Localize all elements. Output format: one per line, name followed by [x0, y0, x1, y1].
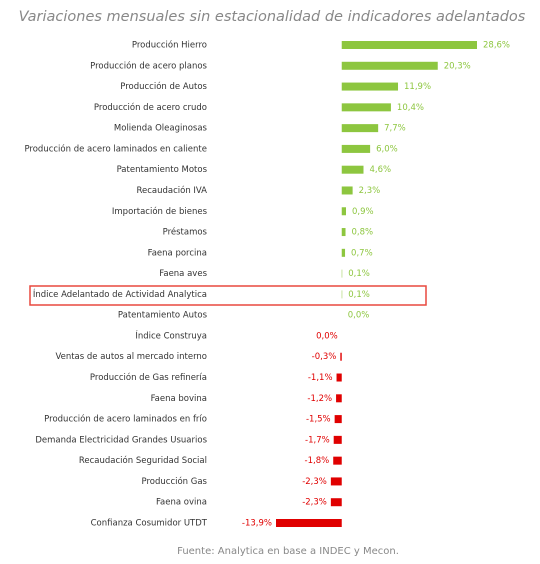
category-label: Producción de acero crudo	[94, 102, 207, 113]
category-label: Préstamos	[163, 227, 208, 238]
category-label: Patentamiento Autos	[118, 311, 208, 321]
category-label: Recaudación IVA	[136, 185, 207, 196]
bar	[336, 373, 342, 382]
bar	[336, 394, 342, 403]
category-label: Índice Construya	[135, 329, 207, 341]
value-label: 0,7%	[351, 248, 373, 258]
value-label: -13,9%	[242, 519, 272, 529]
value-label: -2,3%	[302, 498, 327, 508]
bar	[330, 477, 342, 486]
value-label: 6,0%	[376, 144, 398, 154]
bar	[341, 144, 371, 153]
value-label: 28,6%	[483, 41, 510, 51]
value-label: 7,7%	[384, 124, 406, 134]
bar	[341, 61, 438, 70]
value-label: -1,5%	[306, 415, 331, 425]
value-label: 11,9%	[404, 82, 431, 92]
bar	[341, 228, 346, 237]
value-label: 0,0%	[316, 331, 338, 341]
value-label: -0,3%	[312, 352, 337, 362]
category-label: Producción de acero laminados en calient…	[24, 143, 207, 154]
value-label: -1,8%	[305, 456, 330, 466]
category-label: Patentamiento Motos	[117, 165, 208, 175]
category-label: Ventas de autos al mercado interno	[55, 352, 207, 362]
category-label: Producción de Autos	[120, 81, 207, 92]
bar	[341, 41, 477, 49]
value-label: 0,0%	[348, 311, 370, 321]
value-label: -2,3%	[302, 477, 327, 487]
bar	[330, 498, 342, 507]
value-label: 10,4%	[397, 103, 424, 113]
bar	[341, 248, 346, 257]
chart-title: Variaciones mensuales sin estacionalidad…	[19, 9, 526, 25]
bar	[341, 186, 353, 195]
bar	[341, 124, 379, 133]
value-label: 4,6%	[369, 165, 391, 175]
category-label: Molienda Oleaginosas	[114, 124, 208, 134]
category-label: Faena porcina	[148, 248, 207, 258]
category-label: Índice Adelantado de Actividad Analytica	[33, 288, 207, 300]
bar	[341, 207, 346, 216]
bar	[334, 415, 342, 424]
category-label: Faena aves	[159, 269, 207, 279]
category-label: Importación de bienes	[112, 206, 208, 217]
bar	[333, 456, 342, 465]
bar	[341, 103, 391, 112]
value-label: 0,1%	[348, 290, 370, 300]
category-label: Producción Gas	[142, 476, 208, 487]
category-label: Producción Hierro	[132, 40, 207, 51]
bar	[276, 519, 342, 527]
category-label: Faena bovina	[151, 394, 207, 404]
source-note: Fuente: Analytica en base a INDEC y Meco…	[177, 546, 399, 557]
category-label: Recaudación Seguridad Social	[79, 455, 207, 466]
category-label: Faena ovina	[156, 498, 207, 508]
value-label: 20,3%	[444, 61, 471, 71]
category-label: Producción de acero planos	[90, 60, 207, 71]
value-label: 2,3%	[359, 186, 381, 196]
highlight-box	[29, 285, 427, 306]
category-label: Demanda Electricidad Grandes Usuarios	[35, 435, 207, 445]
value-label: -1,1%	[308, 373, 333, 383]
bar	[333, 435, 342, 444]
value-label: -1,7%	[305, 435, 330, 445]
value-label: -1,2%	[307, 394, 332, 404]
category-label: Producción de acero laminados en frío	[44, 414, 207, 425]
bar	[340, 352, 342, 361]
value-label: 0,8%	[352, 228, 374, 238]
value-label: 0,9%	[352, 207, 374, 217]
category-label: Confianza Cosumidor UTDT	[91, 519, 208, 529]
value-label: 0,1%	[348, 269, 370, 279]
bar	[341, 82, 399, 91]
bar	[341, 165, 364, 174]
category-label: Producción de Gas refinería	[90, 372, 207, 383]
